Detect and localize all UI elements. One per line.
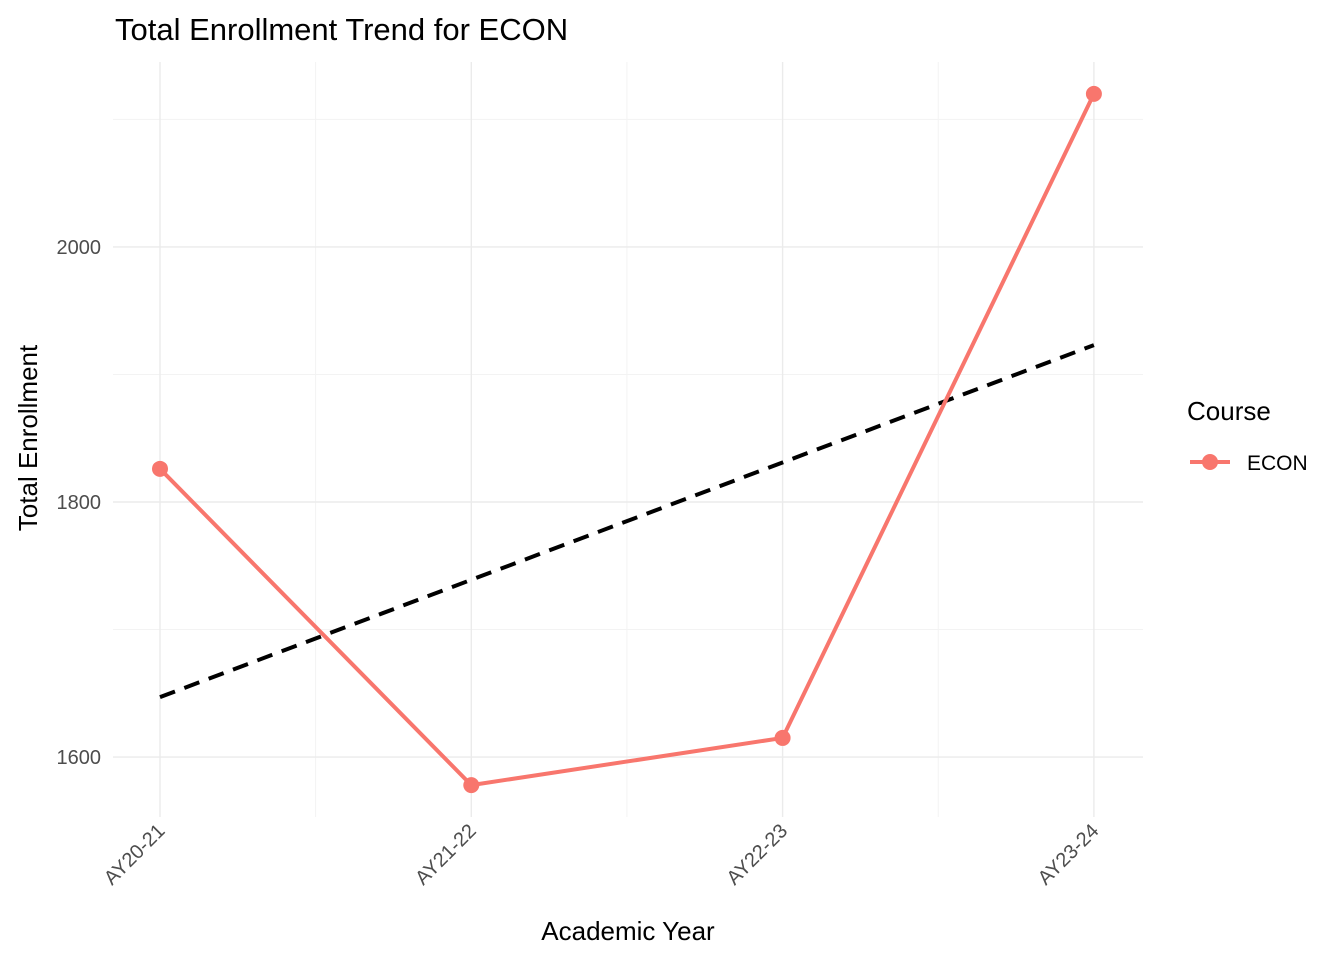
trend-layer <box>159 343 1095 699</box>
data-point <box>152 460 168 477</box>
legend-entries: ECON <box>1190 452 1308 475</box>
y-tick-label: 1800 <box>57 492 102 514</box>
x-tick-label: AY20-21 <box>100 820 170 890</box>
x-tick-label: AY22-23 <box>723 820 793 890</box>
x-tick-label: AY21-22 <box>411 820 481 890</box>
legend-label: ECON <box>1247 452 1308 475</box>
series-line-econ <box>158 93 1096 788</box>
chart-title: Total Enrollment Trend for ECON <box>115 12 568 47</box>
legend-marker <box>1202 454 1218 470</box>
y-axis-ticks: 1600 1800 2000 <box>57 237 102 769</box>
data-point <box>1085 85 1102 102</box>
data-point <box>463 777 480 794</box>
legend: Course ECON <box>1187 396 1308 475</box>
x-tick-label: AY23-24 <box>1034 820 1104 890</box>
x-axis-ticks: AY20-21 AY21-22 AY22-23 AY23-24 <box>100 820 1103 890</box>
y-tick-label: 1600 <box>57 747 102 769</box>
data-point <box>774 729 791 746</box>
grid <box>113 62 1143 817</box>
series-layer <box>152 85 1102 794</box>
y-tick-label: 2000 <box>57 237 102 259</box>
legend-title: Course <box>1187 396 1271 426</box>
y-axis-title: Total Enrollment <box>13 344 43 531</box>
x-axis-title: Academic Year <box>541 916 715 946</box>
trend-line <box>159 343 1095 699</box>
